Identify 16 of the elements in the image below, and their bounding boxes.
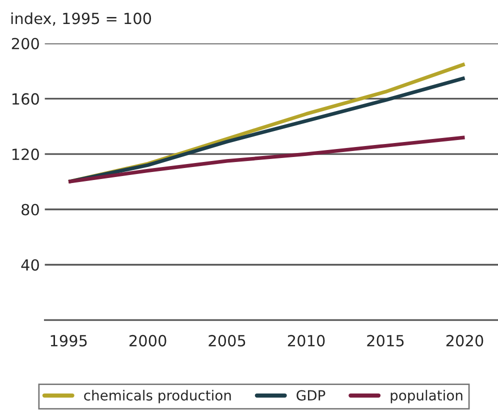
legend-label: population — [390, 390, 462, 404]
y-tick-label: 160 — [12, 93, 39, 105]
y-tick-label: 40 — [21, 259, 39, 271]
y-tick-label: 200 — [12, 38, 39, 50]
x-tick-label: 2010 — [288, 334, 325, 346]
x-tick-label: 2000 — [129, 334, 166, 346]
x-tick-label: 1995 — [50, 334, 87, 346]
x-tick-label: 2005 — [208, 334, 246, 346]
y-axis-title: index, 1995 = 100 — [11, 12, 152, 26]
x-tick-label: 2020 — [446, 334, 484, 346]
y-tick-label: 80 — [22, 204, 39, 216]
y-tick-label: 120 — [12, 148, 39, 160]
x-tick-label: 2015 — [367, 334, 404, 346]
line-series — [66, 136, 467, 184]
legend-label: GDP — [296, 390, 326, 401]
legend-label: chemicals production — [84, 390, 231, 404]
